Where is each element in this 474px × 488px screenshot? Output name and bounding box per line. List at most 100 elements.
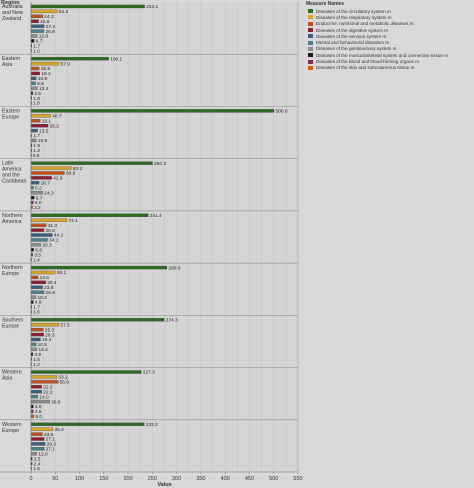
- bar: [30, 228, 45, 232]
- data-label: 2.5: [34, 456, 41, 462]
- bar: [30, 233, 53, 237]
- data-label: 2.4: [34, 461, 41, 467]
- data-label: 45.2: [54, 427, 64, 433]
- x-tick-label: 450: [245, 476, 254, 482]
- data-label: 12.8: [39, 34, 49, 40]
- data-label: 5.8: [35, 248, 42, 254]
- bar: [30, 238, 48, 242]
- data-label: 42.6: [53, 176, 63, 182]
- bar: [30, 191, 43, 195]
- bar: [30, 57, 109, 61]
- bar: [30, 186, 34, 190]
- data-label: 234.1: [146, 4, 158, 10]
- data-label: 227.3: [143, 370, 155, 376]
- legend-item: Diseases of the nervous system m: [305, 33, 474, 39]
- data-label: 57.5: [60, 322, 70, 328]
- bar: [30, 270, 56, 275]
- legend-label: Diseases of the respiratory system m: [316, 14, 392, 20]
- data-label: 44.1: [54, 233, 64, 239]
- bar: [30, 370, 142, 374]
- data-label: 14.0: [39, 394, 49, 400]
- bar: [30, 447, 45, 451]
- data-label: 1.5: [33, 357, 40, 363]
- data-label: 274.3: [166, 317, 178, 323]
- bar: [30, 61, 60, 66]
- bar: [30, 427, 54, 431]
- data-label: 13.5: [39, 128, 49, 134]
- bar: [30, 218, 68, 222]
- bar: [30, 452, 37, 456]
- data-label: 26.9: [46, 290, 56, 296]
- bar: [30, 332, 44, 337]
- region-label: Western Asia: [2, 370, 22, 382]
- bar: [30, 9, 58, 14]
- legend-label: Diseases of the nervous system m: [316, 33, 387, 39]
- legend-swatch: [308, 65, 313, 70]
- data-label: 1.7: [33, 305, 40, 311]
- x-tick-label: 500: [269, 476, 278, 482]
- bar: [30, 124, 49, 128]
- legend-item: Diseases of the skin and subcutaneous ti…: [305, 65, 474, 71]
- bar: [30, 404, 34, 409]
- data-label: 6.7: [36, 39, 43, 45]
- bar: [30, 114, 51, 118]
- legend-swatch: [308, 59, 313, 64]
- legend-item: Diseases of the blood and blood-forming …: [305, 58, 474, 64]
- bar: [30, 399, 50, 404]
- data-label: 14.6: [40, 275, 50, 281]
- legend-swatch: [308, 46, 313, 51]
- region-label: Australia and New Zealand: [2, 4, 23, 22]
- bar: [30, 318, 165, 322]
- data-label: 15.6: [40, 19, 50, 25]
- data-label: 20.3: [42, 243, 52, 249]
- legend-label: Diseases of the skin and subcutaneous ti…: [316, 65, 415, 71]
- data-label: 26.8: [46, 228, 56, 234]
- data-label: 3.2: [34, 205, 41, 211]
- bar: [30, 39, 35, 43]
- bar: [30, 200, 34, 205]
- bar: [30, 375, 57, 379]
- data-label: 13.4: [39, 86, 49, 92]
- region-label: Northern America: [2, 213, 23, 225]
- data-label: 6.7: [36, 195, 43, 201]
- data-label: 25.3: [45, 327, 55, 333]
- data-label: 22.2: [43, 384, 53, 390]
- data-label: 10.9: [38, 138, 48, 144]
- data-label: 27.1: [46, 447, 56, 453]
- bar: [30, 337, 41, 342]
- data-label: 74.1: [68, 218, 78, 224]
- data-label: 18.2: [41, 71, 51, 77]
- data-label: 30.4: [47, 280, 57, 286]
- legend-label: Diseases of the blood and blood-forming …: [316, 59, 419, 65]
- legend-label: Diseases of the genitourinary system m: [316, 46, 397, 52]
- data-label: 23.6: [44, 432, 54, 438]
- bar: [30, 390, 42, 394]
- bar: [30, 223, 47, 227]
- x-tick-label: 350: [196, 476, 205, 482]
- data-label: 19.4: [42, 337, 52, 343]
- x-tick-label: 250: [148, 476, 157, 482]
- x-tick-label: 50: [52, 476, 58, 482]
- data-label: 27.4: [46, 24, 56, 30]
- legend-title: Measure Names: [306, 1, 345, 7]
- legend-swatch: [308, 53, 313, 58]
- x-tick-label: 150: [99, 476, 108, 482]
- data-label: 6.0: [35, 414, 42, 420]
- data-label: 57.9: [61, 61, 71, 67]
- x-tick-label: 0: [29, 476, 32, 482]
- bar: [30, 275, 39, 280]
- bar: [30, 442, 46, 446]
- bar: [30, 285, 43, 289]
- x-tick-label: 200: [123, 476, 132, 482]
- bar: [30, 323, 60, 327]
- data-label: 241.4: [150, 213, 162, 219]
- bar: [30, 280, 46, 284]
- bar: [30, 176, 52, 180]
- legend-swatch: [308, 40, 313, 45]
- data-label: 250.3: [154, 161, 166, 167]
- bar: [30, 437, 45, 441]
- bar: [30, 243, 41, 247]
- legend-item: Diseases of the genitourinary system m: [305, 46, 474, 52]
- data-label: 12.0: [38, 451, 48, 457]
- region-label: Southern Europe: [2, 317, 24, 329]
